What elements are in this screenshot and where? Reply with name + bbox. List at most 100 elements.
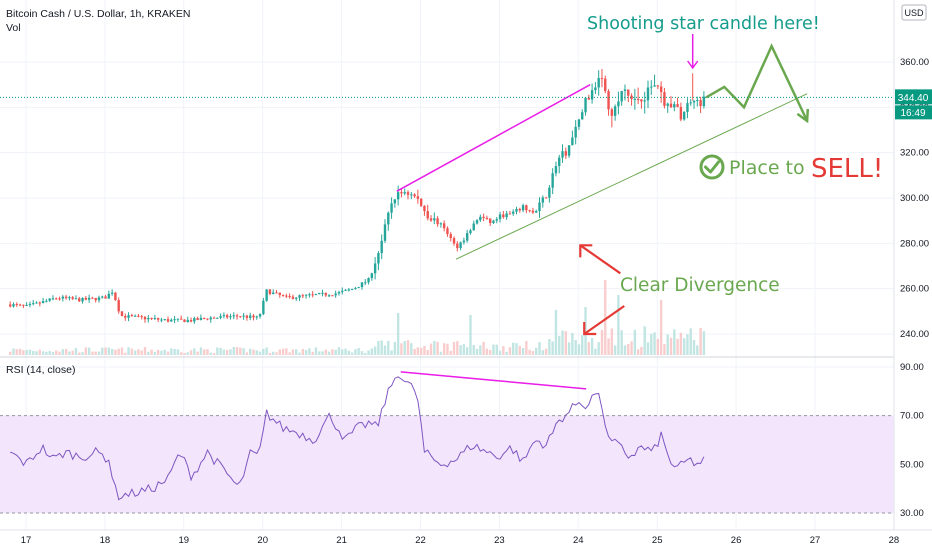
symbol-title[interactable]: Bitcoin Cash / U.S. Dollar, 1h, KRAKEN xyxy=(6,8,190,20)
check-circle-icon xyxy=(699,154,725,180)
candle-body xyxy=(314,294,318,296)
rsi-label[interactable]: RSI (14, close) xyxy=(6,364,75,376)
candle-body xyxy=(285,295,288,297)
time-axis[interactable]: 17 18 19 20 21 22 23 24 25 26 27 28 xyxy=(21,535,899,546)
currency-button[interactable]: USD xyxy=(901,4,927,21)
candle-body xyxy=(396,192,400,200)
volume-bar xyxy=(502,346,505,355)
volume-bar xyxy=(610,328,614,355)
candle-body xyxy=(150,318,153,320)
volume-bar xyxy=(620,330,623,355)
candle-body xyxy=(124,315,127,318)
volume-bar xyxy=(258,351,262,355)
arrow-up-left-icon xyxy=(579,244,593,258)
candle-body xyxy=(229,316,232,318)
volume-bar xyxy=(216,347,219,355)
volume-bar xyxy=(28,349,32,355)
candle-body xyxy=(541,197,544,203)
volume-bar xyxy=(104,347,107,355)
candle-body xyxy=(101,296,104,298)
volume-bar xyxy=(488,349,492,355)
place-to-note: Place to xyxy=(729,157,805,179)
time-tick-label: 25 xyxy=(652,535,663,546)
candle-body xyxy=(117,300,120,312)
candle-body xyxy=(206,318,209,320)
price-tick-label: 320.00 xyxy=(900,148,929,159)
candle-body xyxy=(452,238,456,244)
volume-bar xyxy=(692,340,696,355)
candle-body xyxy=(403,192,406,194)
volume-bar xyxy=(268,352,272,355)
volume-bar xyxy=(498,350,502,355)
volume-bar xyxy=(446,343,449,355)
time-tick-label: 20 xyxy=(257,535,268,546)
volume-bar xyxy=(9,351,12,355)
price-divergence-line xyxy=(396,84,591,192)
time-tick-label: 18 xyxy=(100,535,111,546)
volume-bar xyxy=(554,310,558,355)
volume-bar xyxy=(78,352,81,355)
time-tick-label: 22 xyxy=(415,535,426,546)
price-tick-label: 260.00 xyxy=(900,284,929,295)
price-tick-label: 280.00 xyxy=(900,238,929,249)
candle-body xyxy=(633,98,637,100)
volume-bar xyxy=(469,315,472,355)
candle-body xyxy=(199,317,203,320)
volume-bar xyxy=(525,341,528,355)
volume-bar xyxy=(350,352,354,355)
candle-body xyxy=(334,293,337,296)
sell-note: SELL! xyxy=(811,154,883,184)
candle-body xyxy=(373,263,377,274)
volume-bar xyxy=(166,351,170,355)
volume-label[interactable]: Vol xyxy=(6,22,21,34)
volume-bar xyxy=(452,342,456,355)
volume-bar xyxy=(643,326,646,355)
candle-body xyxy=(183,319,186,322)
rsi-band xyxy=(0,415,894,513)
candle-body xyxy=(465,233,469,241)
rsi-axis[interactable]: 90.00 70.00 50.00 30.00 xyxy=(900,362,924,519)
candle-body xyxy=(689,102,692,104)
candle-body xyxy=(202,317,206,319)
volume-bar xyxy=(331,349,334,355)
volume-bar xyxy=(262,348,265,355)
time-tick-label: 19 xyxy=(179,535,190,546)
candle-body xyxy=(406,192,410,195)
candle-body xyxy=(446,228,449,235)
volume-bar xyxy=(416,347,420,355)
rsi-tick-label: 50.00 xyxy=(900,459,924,470)
candle-body xyxy=(581,112,584,120)
candle-body xyxy=(301,295,305,297)
volume-bar xyxy=(383,345,387,355)
candle-body xyxy=(337,292,341,294)
candle-body xyxy=(433,218,436,221)
volume-bar xyxy=(147,351,150,355)
volume-bar xyxy=(249,348,252,355)
candle-body xyxy=(281,294,285,296)
volume-bar xyxy=(163,349,166,355)
candle-body xyxy=(97,297,101,301)
candle-body xyxy=(364,282,367,284)
volume-bar xyxy=(367,350,370,355)
candle-body xyxy=(419,198,423,206)
volume-bar xyxy=(393,341,397,355)
candle-body xyxy=(140,316,143,318)
volume-bar xyxy=(492,344,495,355)
candle-body xyxy=(35,302,38,304)
divergence-note: Clear Divergence xyxy=(620,275,780,296)
volume-bar xyxy=(354,349,357,355)
candle-body xyxy=(18,304,22,306)
candle-body xyxy=(304,294,308,296)
candle-body xyxy=(350,289,354,291)
candle-body xyxy=(189,320,193,322)
volume-bar xyxy=(449,350,452,355)
candle-body xyxy=(485,217,489,219)
candle-body xyxy=(669,103,673,108)
candle-body xyxy=(607,91,610,110)
candle-body xyxy=(551,173,554,188)
volume-bar xyxy=(590,338,594,355)
volume-bar xyxy=(278,349,281,355)
volume-bar xyxy=(114,349,117,355)
candle-body xyxy=(370,273,374,279)
